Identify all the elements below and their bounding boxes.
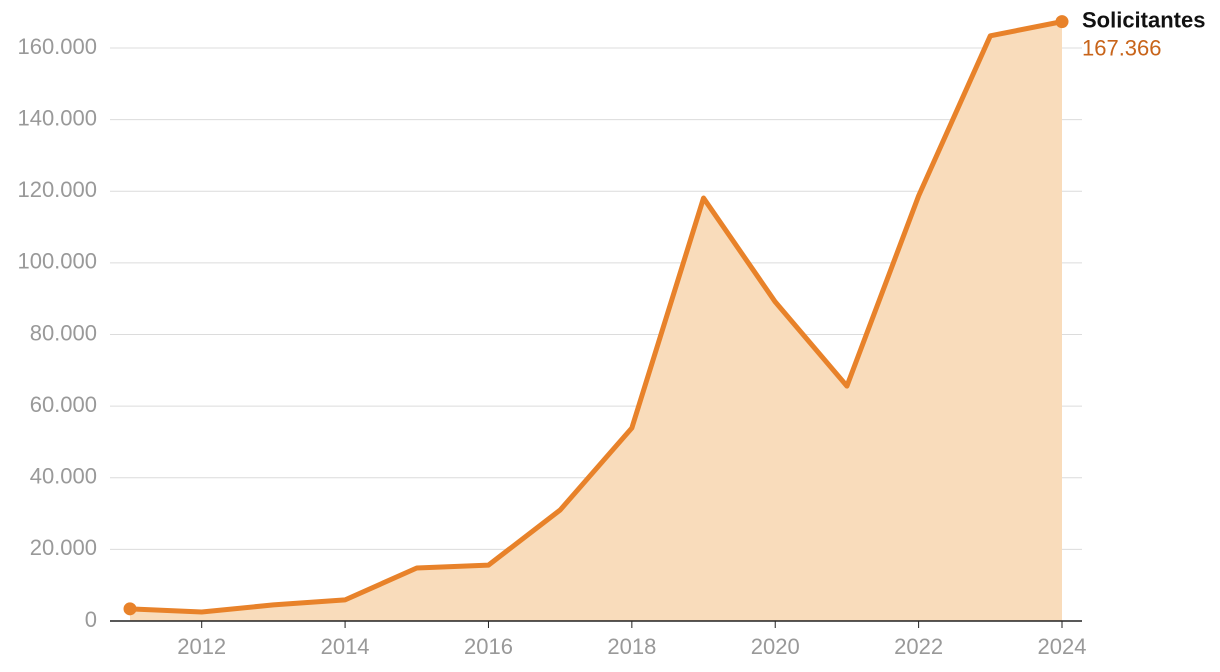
line [129, 19, 1063, 615]
y-tick-label: 40.000 [30, 464, 97, 489]
end-point [123, 602, 137, 616]
y-tick-label: 140.000 [17, 105, 97, 130]
x-tick-label: 2016 [464, 634, 513, 659]
area [130, 21, 1062, 622]
end-point [1055, 15, 1069, 29]
x-tick-label: 2014 [321, 634, 370, 659]
y-tick-label: 120.000 [17, 177, 97, 202]
y-tick-label: 160.000 [17, 34, 97, 59]
y-tick-label: 60.000 [30, 392, 97, 417]
x-tick-label: 2020 [751, 634, 800, 659]
x-tick-label: 2012 [177, 634, 226, 659]
y-tick-label: 100.000 [17, 249, 97, 274]
y-tick-label: 80.000 [30, 320, 97, 345]
x-tick-label: 2022 [894, 634, 943, 659]
legend-label: Solicitantes [1082, 7, 1205, 32]
y-tick-label: 20.000 [30, 535, 97, 560]
value-label: 167.366 [1082, 35, 1162, 60]
x-tick-label: 2024 [1038, 634, 1087, 659]
x-tick-label: 2018 [607, 634, 656, 659]
y-tick-label: 0 [85, 607, 97, 632]
